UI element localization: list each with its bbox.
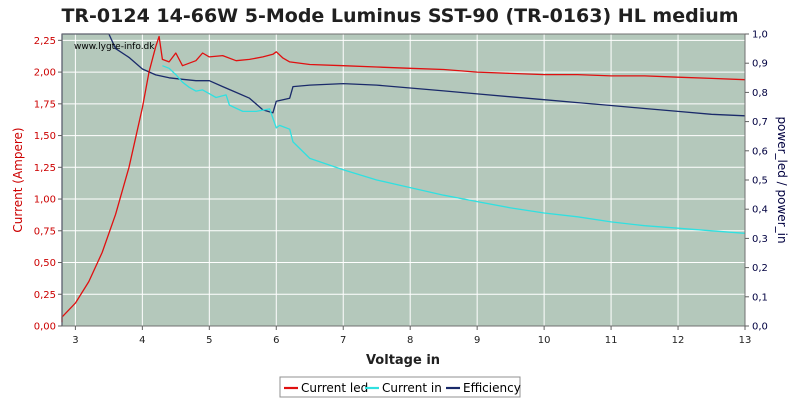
x-tick-label: 6 [273,335,279,346]
x-tick-label: 12 [672,335,685,346]
left-tick-label: 2,25 [34,36,56,47]
right-tick-label: 0,4 [752,205,768,216]
chart-title: TR-0124 14-66W 5-Mode Luminus SST-90 (TR… [61,5,738,27]
right-tick-label: 0,9 [752,59,768,70]
x-tick-label: 7 [340,335,346,346]
right-tick-label: 0,7 [752,117,768,128]
right-tick-label: 1,0 [752,30,768,41]
left-tick-label: 0,00 [34,322,56,333]
x-tick-label: 9 [474,335,480,346]
series-line-current-led [61,35,746,323]
left-tick-label: 1,75 [34,99,56,110]
series-line-efficiency [61,33,746,326]
legend-label-efficiency: Efficiency [463,381,521,395]
right-tick-label: 0,0 [752,322,768,333]
right-axis-label: power_led / power_in [775,116,789,243]
plot-area [62,34,745,326]
watermark: www.lygte-info.dk [74,42,155,52]
left-tick-label: 2,00 [34,68,56,79]
x-tick-label: 4 [139,335,145,346]
x-tick-label: 8 [407,335,413,346]
legend: Current led Current in Efficiency [279,376,521,398]
series-layer [61,33,746,326]
right-tick-label: 0,8 [752,88,768,99]
x-tick-label: 13 [739,335,752,346]
left-tick-label: 1,50 [34,131,56,142]
right-tick-label: 0,6 [752,146,768,157]
x-axis-ticks: 3 4 5 6 7 8 9 10 11 12 13 [72,326,751,346]
left-tick-label: 1,25 [34,163,56,174]
x-axis-label: Voltage in [366,353,440,368]
legend-box [279,376,521,398]
left-tick-label: 0,75 [34,226,56,237]
right-tick-label: 0,2 [752,263,768,274]
left-axis-label: Current (Ampere) [11,127,25,232]
x-tick-label: 3 [72,335,78,346]
right-tick-label: 0,3 [752,234,768,245]
legend-label-current-led: Current led [301,381,368,395]
series-line-current-in [162,65,746,234]
legend-label-current-in: Current in [382,381,442,395]
left-tick-label: 0,50 [34,258,56,269]
x-tick-label: 10 [538,335,551,346]
right-axis-ticks: 0,0 0,1 0,2 0,3 0,4 0,5 0,6 0,7 0,8 0,9 1,0 [745,30,768,333]
x-tick-label: 11 [605,335,618,346]
left-tick-label: 0,25 [34,290,56,301]
right-tick-label: 0,1 [752,292,768,303]
x-tick-label: 5 [206,335,212,346]
right-tick-label: 0,5 [752,176,768,187]
left-tick-label: 1,00 [34,195,56,206]
left-axis-ticks: 0,00 0,25 0,50 0,75 1,00 1,25 1,50 1,75 2,00 2,25 [34,36,62,333]
